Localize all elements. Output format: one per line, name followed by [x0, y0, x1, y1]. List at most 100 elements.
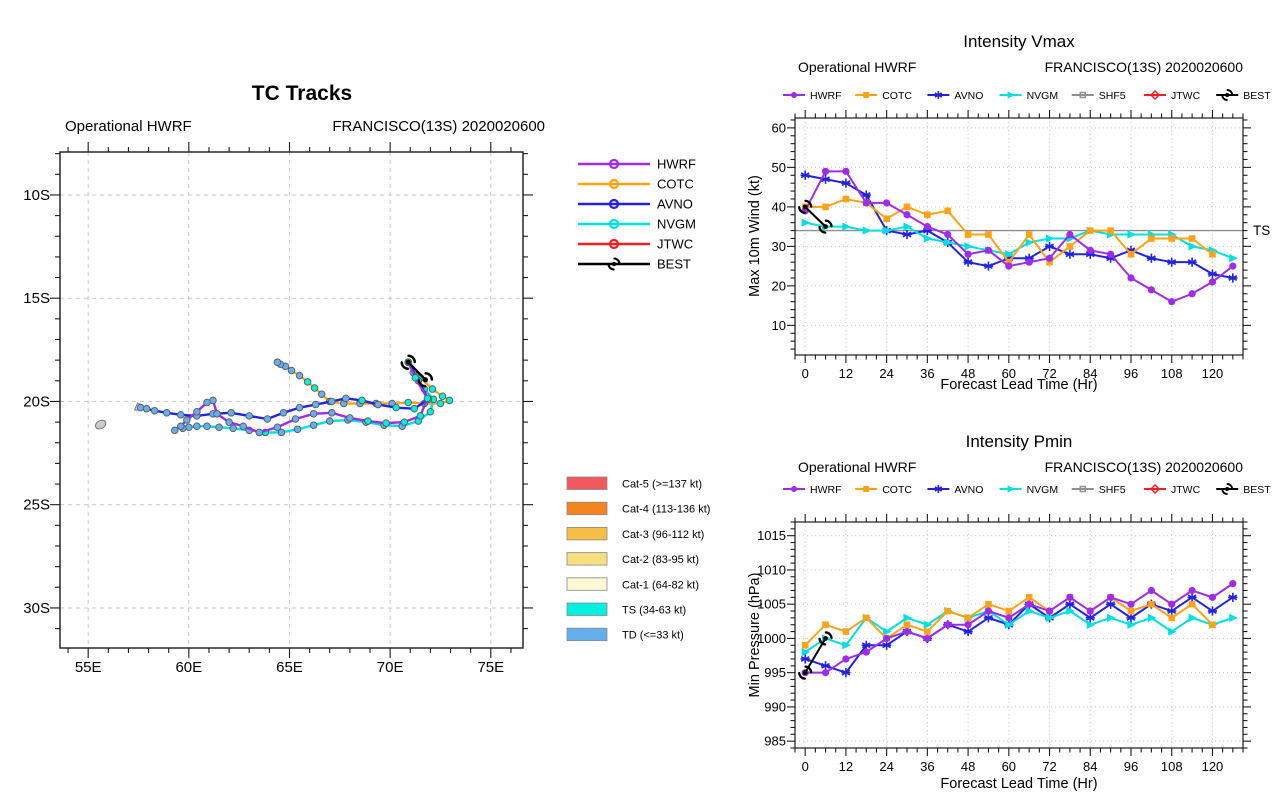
y-tick-label: 50	[772, 160, 786, 175]
category-item: Cat-5 (>=137 kt)	[566, 476, 702, 491]
glyph	[1005, 258, 1013, 266]
legend-label: NVGM	[1027, 484, 1059, 496]
x-tick-label: 72	[1042, 759, 1056, 774]
category-label: Cat-5 (>=137 kt)	[622, 479, 702, 491]
legend-item-BEST: BEST	[1216, 89, 1271, 102]
track-point-COTC	[310, 384, 319, 392]
x-tick-label: 96	[1124, 366, 1138, 381]
BEST-point	[798, 199, 813, 215]
COTC-point	[1046, 258, 1053, 266]
track-HWRF	[170, 358, 432, 437]
track-line-NVGM	[182, 361, 435, 434]
glyph	[791, 486, 797, 492]
AVNO-point	[861, 640, 871, 650]
COTC-point	[1168, 614, 1176, 622]
COTC-point	[903, 621, 911, 629]
glyph	[1225, 93, 1230, 97]
glyph	[1086, 620, 1096, 629]
AVNO-point	[983, 613, 994, 623]
glyph	[802, 670, 808, 676]
AVNO-point	[1187, 592, 1197, 602]
pmin-plot-area: 0 12 24 36 48 60 72 84 96 108 120 985 990 995 1000 1005…	[757, 483, 1271, 774]
x-tick-label: 48	[961, 759, 975, 774]
glyph	[1025, 231, 1033, 238]
track-point-COTC	[436, 399, 445, 408]
lon-tick-label: 75E	[477, 659, 504, 676]
COTC-point	[1209, 621, 1216, 629]
COTC-point	[822, 203, 829, 211]
x-tick-label: 36	[920, 366, 934, 381]
legend-label: JTWC	[1171, 90, 1201, 102]
track-point-HWRF	[364, 417, 372, 425]
legend-label: SHF5	[1099, 484, 1126, 496]
glyph	[1086, 607, 1094, 615]
track-point-HWRF	[183, 416, 191, 424]
glyph	[862, 199, 870, 207]
y-tick-label: 1005	[757, 597, 786, 612]
track-point-AVNO	[328, 397, 336, 406]
glyph	[1079, 91, 1087, 99]
NVGM-point	[964, 242, 974, 251]
x-tick-label: 120	[1202, 759, 1224, 774]
glyph	[842, 222, 852, 231]
glyph	[1086, 246, 1094, 254]
HWRF-point	[1066, 230, 1074, 239]
glyph	[611, 261, 617, 267]
x-tick-label: 60	[1002, 366, 1016, 381]
intensity-vmax-panel: Intensity Vmax Operational HWRF FRANCISC…	[747, 32, 1271, 393]
COTC-point	[1025, 231, 1033, 238]
HWRF-point	[923, 634, 931, 643]
AVNO-point	[1167, 606, 1177, 616]
glyph	[1025, 606, 1035, 616]
legend-label: AVNO	[657, 197, 693, 212]
NVGM-point	[842, 641, 852, 650]
gridlines	[795, 522, 1243, 748]
legend-label: JTWC	[657, 237, 693, 252]
glyph	[1066, 606, 1076, 616]
glyph	[802, 204, 808, 210]
COTC-point	[822, 621, 829, 629]
track-point-COTC	[404, 398, 413, 407]
map-frame	[59, 151, 524, 649]
glyph	[1208, 278, 1217, 286]
chart-legend: HWRF COTC AVNO NVGM SHF5 JTWC BEST	[783, 483, 1271, 496]
glyph	[1148, 600, 1155, 608]
glyph	[1127, 250, 1135, 258]
glyph	[924, 211, 931, 219]
glyph	[985, 600, 992, 608]
track-point-COTC	[303, 378, 312, 386]
track-point-COTC	[295, 371, 304, 380]
vmax-subtitle-left: Operational HWRF	[798, 59, 916, 75]
AVNO-point	[983, 261, 994, 271]
x-tick-label: 108	[1161, 366, 1183, 381]
COTC-point	[1188, 600, 1196, 608]
glyph	[424, 372, 434, 381]
AVNO-point	[1106, 599, 1116, 609]
legend-item-HWRF: HWRF	[783, 484, 842, 496]
NVGM-point	[1127, 620, 1137, 629]
glyph	[613, 257, 621, 265]
glyph	[923, 634, 931, 643]
glyph	[1221, 94, 1228, 101]
track-point-COTC	[273, 358, 282, 366]
glyph	[1079, 485, 1087, 493]
HWRF-point	[842, 167, 850, 175]
glyph	[1188, 290, 1196, 298]
AVNO-point	[820, 661, 831, 671]
glyph	[1107, 227, 1114, 234]
vmax-plot-area: TS 0 12 24 36 48 60 72 84 96 108 120 10 20 30 40 50 60 HWR…	[772, 89, 1271, 381]
HWRF-point	[1107, 593, 1115, 601]
x-tick-label: 60	[1002, 759, 1016, 774]
best-fix	[417, 372, 434, 388]
glyph	[405, 359, 411, 365]
lon-tick-labels: 55E 60E 65E 70E 75E	[75, 659, 504, 676]
NVGM-point	[883, 226, 892, 235]
track-legend-item-HWRF: HWRF	[578, 157, 696, 172]
map-subtitle-right: FRANCISCO(13S) 2020020600	[332, 118, 545, 135]
glyph	[801, 218, 811, 227]
legend-item-SHF5: SHF5	[1071, 90, 1126, 102]
legend-item-COTC: COTC	[855, 484, 912, 496]
category-label: Cat-1 (64-82 kt)	[622, 579, 699, 591]
pmin-xaxis-label: Forecast Lead Time (Hr)	[940, 776, 1097, 792]
BEST-point	[818, 631, 833, 646]
